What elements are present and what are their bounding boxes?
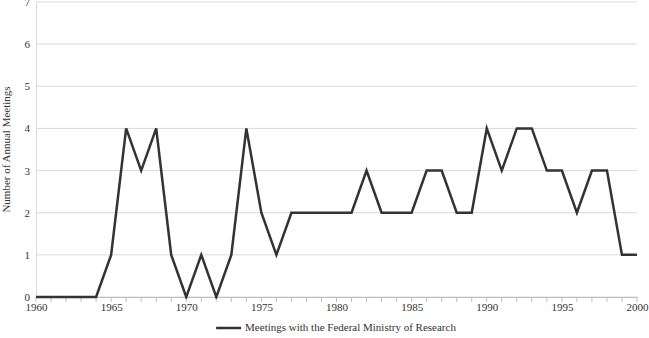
y-tick: 1 xyxy=(25,249,37,261)
x-minor-tick xyxy=(621,297,622,302)
x-tick-label: 1995 xyxy=(551,301,574,313)
y-tick: 4 xyxy=(25,122,37,134)
y-tick: 6 xyxy=(25,38,37,50)
x-tick-label: 1970 xyxy=(176,301,199,313)
x-minor-tick xyxy=(531,297,532,302)
x-axis: 1960 1965 1970 1975 1980 1985 1990 1995 2000 xyxy=(26,297,649,313)
y-axis-title: Number of Annual Meetings xyxy=(0,86,12,212)
x-tick-label: 1985 xyxy=(401,301,424,313)
x-minor-tick xyxy=(637,297,638,302)
x-minor-tick xyxy=(111,297,112,302)
y-tick-label: 4 xyxy=(25,122,31,134)
x-minor-tick xyxy=(396,297,397,302)
y-tick: 5 xyxy=(25,80,37,92)
legend-item: Meetings with the Federal Ministry of Re… xyxy=(216,321,456,333)
grid-line xyxy=(36,44,637,45)
y-tick-label: 3 xyxy=(25,165,31,177)
x-minor-tick xyxy=(141,297,142,302)
x-minor-tick xyxy=(366,297,367,302)
legend-swatch xyxy=(216,327,241,330)
y-tick-label: 7 xyxy=(25,0,31,8)
x-minor-tick xyxy=(246,297,247,302)
x-tick: 1975 xyxy=(251,297,274,313)
x-minor-tick xyxy=(411,297,412,302)
y-tick: 2 xyxy=(25,207,37,219)
x-minor-tick xyxy=(156,297,157,302)
x-minor-tick xyxy=(426,297,427,302)
grid-line xyxy=(36,86,637,87)
x-tick: 1970 xyxy=(176,297,199,313)
x-minor-tick xyxy=(381,297,382,302)
x-minor-tick xyxy=(561,297,562,302)
legend-label: Meetings with the Federal Ministry of Re… xyxy=(245,321,456,333)
x-tick: 1980 xyxy=(326,297,349,313)
x-minor-tick xyxy=(261,297,262,302)
x-minor-tick xyxy=(471,297,472,302)
x-tick-label: 1980 xyxy=(326,301,349,313)
x-minor-tick xyxy=(171,297,172,302)
x-tick-label: 1990 xyxy=(476,301,499,313)
x-tick-label: 2000 xyxy=(627,301,649,313)
x-minor-tick xyxy=(321,297,322,302)
chart: 0123456719601965197019751980198519901995… xyxy=(0,0,649,338)
y-axis: 01234567 xyxy=(25,0,37,303)
grid xyxy=(36,2,637,297)
x-minor-tick xyxy=(591,297,592,302)
x-minor-tick xyxy=(306,297,307,302)
x-tick-label: 1975 xyxy=(251,301,274,313)
x-tick: 1995 xyxy=(551,297,574,313)
y-tick-label: 5 xyxy=(25,80,31,92)
marks xyxy=(36,128,637,297)
x-tick: 1990 xyxy=(476,297,499,313)
x-minor-tick xyxy=(501,297,502,302)
grid-line xyxy=(36,254,637,255)
x-minor-tick xyxy=(441,297,442,302)
legend: Meetings with the Federal Ministry of Re… xyxy=(216,321,456,333)
series-line xyxy=(36,128,637,297)
y-tick-label: 1 xyxy=(25,249,31,261)
x-minor-tick xyxy=(231,297,232,302)
plot: 0123456719601965197019751980198519901995… xyxy=(25,0,649,313)
x-minor-ticks xyxy=(36,297,637,302)
x-minor-tick xyxy=(336,297,337,302)
x-minor-tick xyxy=(456,297,457,302)
grid-line xyxy=(36,2,637,3)
y-tick-label: 2 xyxy=(25,207,31,219)
x-tick: 1985 xyxy=(401,297,424,313)
x-minor-tick xyxy=(546,297,547,302)
x-tick: 1960 xyxy=(26,297,49,313)
x-minor-tick xyxy=(126,297,127,302)
x-minor-tick xyxy=(606,297,607,302)
x-minor-tick xyxy=(576,297,577,302)
x-tick-label: 1960 xyxy=(26,301,49,313)
y-tick: 3 xyxy=(25,165,37,177)
y-tick: 7 xyxy=(25,0,37,8)
x-minor-tick xyxy=(486,297,487,302)
x-minor-tick xyxy=(291,297,292,302)
x-minor-tick xyxy=(201,297,202,302)
x-minor-tick xyxy=(276,297,277,302)
y-axis-line xyxy=(36,3,37,298)
x-tick: 2000 xyxy=(627,297,649,313)
y-tick-label: 6 xyxy=(25,38,31,50)
x-tick-label: 1965 xyxy=(101,301,124,313)
x-minor-tick xyxy=(516,297,517,302)
x-minor-tick xyxy=(351,297,352,302)
x-tick: 1965 xyxy=(101,297,124,313)
